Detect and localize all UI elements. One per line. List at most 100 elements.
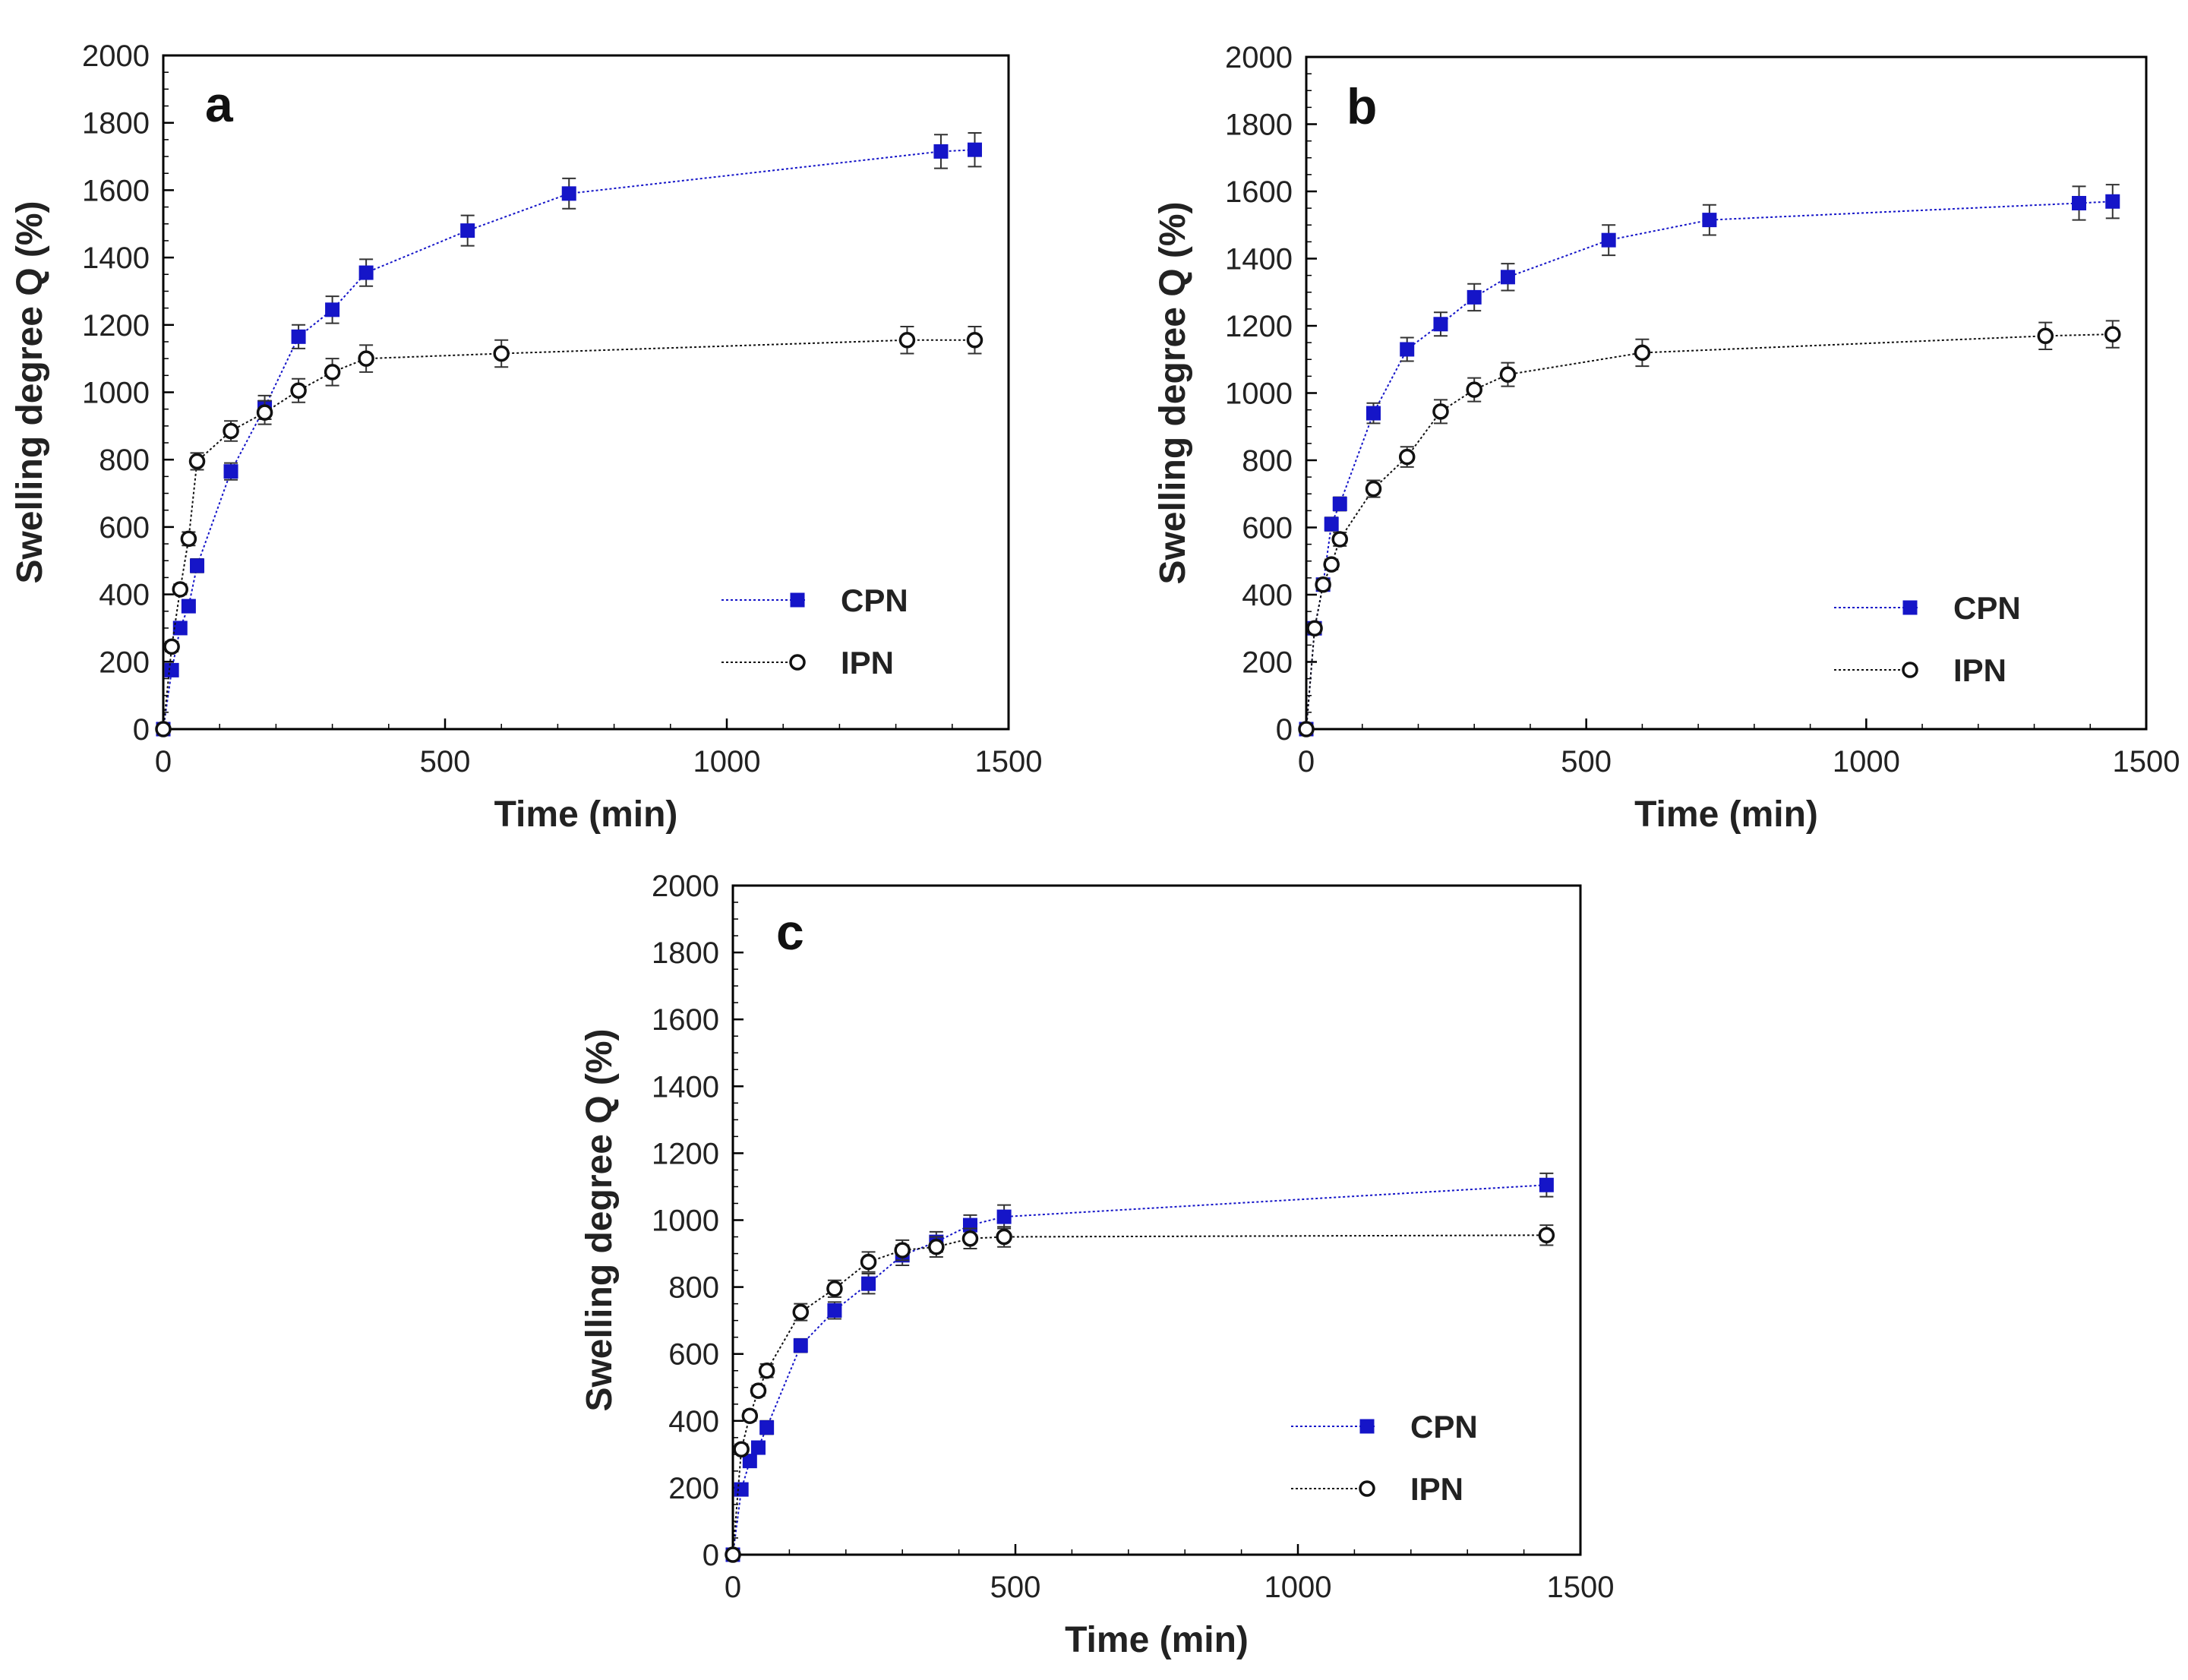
y-tick-label: 600 [1242,512,1293,545]
data-point [358,265,374,280]
data-point [1467,289,1482,305]
data-point [561,186,576,201]
data-point [1400,342,1415,357]
data-point [1466,381,1482,398]
data-point [1500,270,1515,285]
y-tick-label: 800 [1242,444,1293,478]
y-tick-label: 1800 [652,936,719,970]
data-point [1365,480,1382,497]
data-point [928,1238,945,1255]
legend-label: IPN [1410,1471,1463,1507]
series-ipn [155,326,983,737]
data-point [1538,1227,1555,1244]
data-point [933,144,949,159]
data-point [961,1230,979,1247]
data-point [172,581,189,598]
data-point [827,1303,842,1318]
y-tick-label: 600 [668,1338,719,1372]
data-point [1323,556,1340,573]
x-tick-label: 500 [1561,745,1612,778]
x-axis-title: Time (min) [1634,794,1818,835]
data-point [742,1454,757,1469]
legend-entry-ipn: IPN [1834,652,2006,688]
legend-marker [790,592,805,608]
data-point [1634,344,1651,362]
x-tick-label: 1500 [975,745,1043,778]
y-tick-label: 800 [668,1271,719,1305]
x-tick-label: 0 [155,745,172,778]
legend-label: CPN [1410,1409,1478,1445]
y-tick-label: 1600 [1225,175,1293,209]
chart-panel-c: 0 200 400 600 800 1000 1200 1400 1600 1800 2000 0 50… [579,870,1614,1660]
y-tick-label: 1200 [652,1137,719,1170]
data-point [2104,326,2121,343]
y-tick-label: 400 [1242,579,1293,612]
data-point [826,1281,843,1297]
data-point [172,621,188,636]
legend-entry-cpn: CPN [721,583,908,618]
data-point [2037,327,2054,345]
y-tick-label: 200 [668,1472,719,1505]
y-tick-label: 1800 [82,107,150,141]
data-point [793,1338,808,1353]
y-tick-label: 1400 [652,1070,719,1104]
data-point [291,329,306,344]
chart-panel-b: 0 200 400 600 800 1000 1200 1400 1600 1800 2000 0 50… [1153,41,2180,835]
data-point [325,302,340,317]
y-tick-label: 0 [133,713,150,747]
y-tick-label: 1200 [1225,310,1293,343]
legend-entry-cpn: CPN [1291,1409,1478,1445]
data-point [256,404,273,421]
x-tick-label: 0 [1298,745,1315,778]
x-tick-label: 1000 [1264,1571,1332,1604]
data-point [725,1546,741,1563]
data-point [898,332,916,349]
y-tick-label: 400 [668,1405,719,1438]
data-point [759,1420,775,1435]
x-tick-label: 1000 [693,745,761,778]
data-point [1601,232,1616,248]
panel-label: a [205,76,234,132]
y-tick-label: 600 [99,511,150,545]
data-point [996,1228,1012,1246]
data-point [1315,576,1331,593]
y-tick-label: 2000 [1225,41,1293,74]
data-point [1306,620,1323,636]
legend-label: CPN [1953,590,2021,626]
legend-label: CPN [841,583,908,618]
data-point [758,1362,775,1379]
x-axis-title: Time (min) [494,794,678,835]
data-point [733,1441,750,1457]
data-point [290,382,307,399]
y-tick-label: 1400 [82,242,150,275]
y-tick-label: 2000 [652,870,719,903]
y-tick-label: 400 [99,579,150,612]
data-point [792,1303,810,1321]
data-point [750,1382,767,1399]
y-tick-label: 0 [1276,713,1293,747]
series-line [1306,201,2113,730]
y-tick-label: 0 [702,1539,719,1572]
plot-frame [1305,55,2148,731]
y-tick-label: 200 [99,646,150,679]
y-tick-label: 1800 [1225,109,1293,142]
plot-frame [731,884,1582,1556]
y-tick-label: 1400 [1225,243,1293,276]
legend-entry-ipn: IPN [721,645,894,681]
data-point [1366,406,1381,421]
series-ipn [1298,320,2121,737]
data-point [223,422,239,440]
data-point [155,721,172,737]
data-point [894,1242,911,1258]
data-point [1433,317,1448,332]
chart-panel-a: 0 200 400 600 800 1000 1200 1400 1600 1800 2000 0 50… [10,39,1042,835]
y-tick-label: 200 [1242,646,1293,680]
x-axis-title: Time (min) [1065,1620,1249,1660]
data-point [966,332,983,349]
data-point [967,142,982,157]
x-tick-label: 500 [420,745,471,778]
data-point [1702,213,1717,228]
y-tick-label: 2000 [82,39,150,73]
x-tick-label: 0 [725,1571,741,1604]
